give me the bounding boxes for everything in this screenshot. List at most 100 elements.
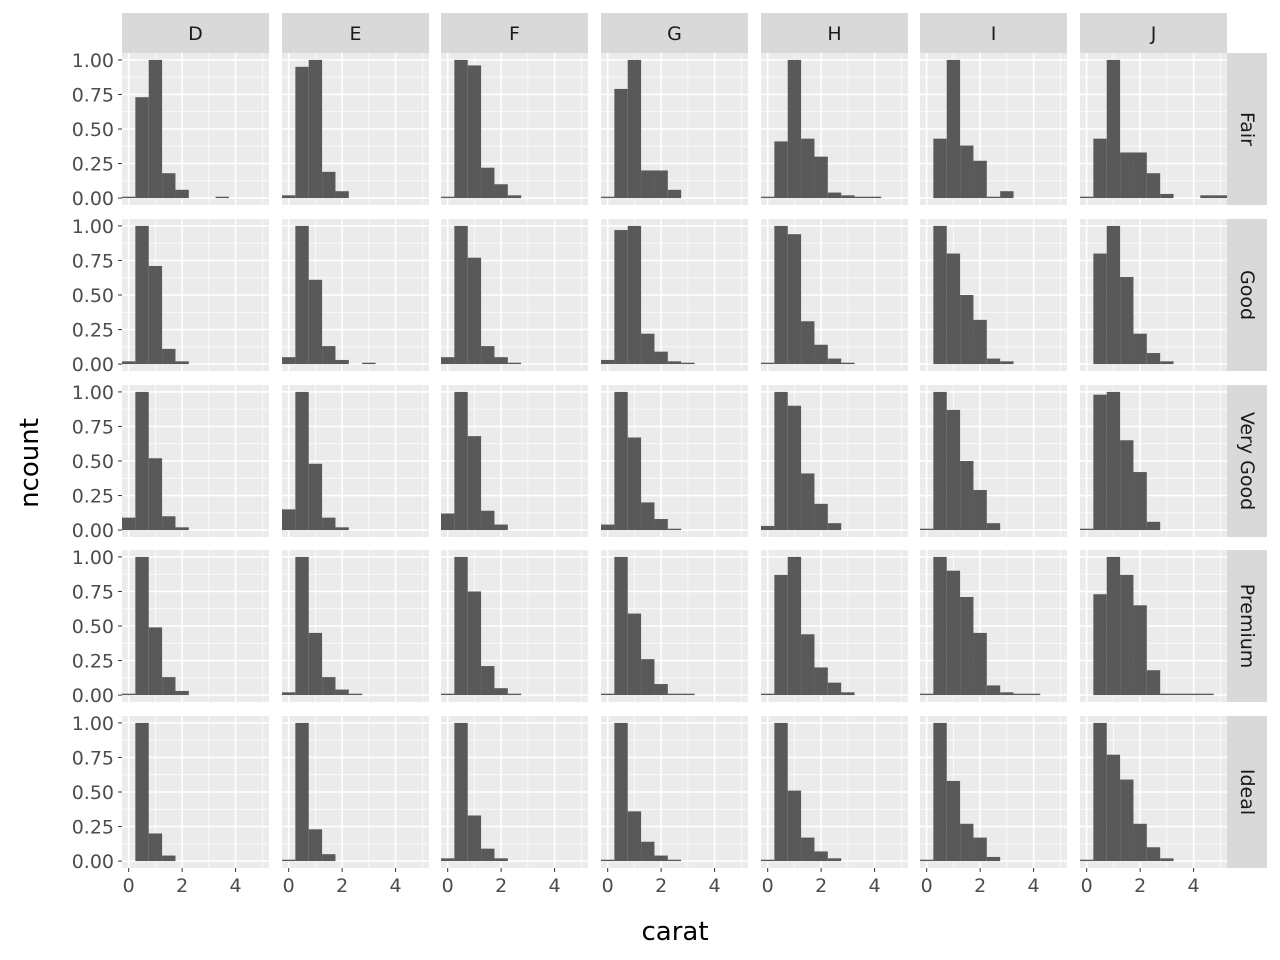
strip-background xyxy=(441,13,588,53)
histogram-bar xyxy=(454,556,468,696)
histogram-bar xyxy=(960,823,974,862)
panel-very-good-d xyxy=(122,385,269,537)
histogram-bar xyxy=(1093,594,1107,696)
histogram-bar xyxy=(1000,692,1014,696)
panel-ideal-d xyxy=(122,716,269,868)
histogram-bar xyxy=(681,362,695,365)
x-axes: 0 2 4 0 2 4 0 2 4 0 2 4 0 2 4 0 2 4 0 2 4 xyxy=(123,868,1200,897)
y-tick-label: 0.25 xyxy=(72,486,114,508)
histogram-bar xyxy=(973,837,987,862)
panel-very-good-f xyxy=(441,385,588,537)
row-strip-label: Premium xyxy=(1236,584,1258,669)
histogram-bar xyxy=(946,253,961,365)
strip-background xyxy=(1227,53,1267,205)
histogram-bar xyxy=(148,59,163,199)
panel-fair-e xyxy=(282,53,429,205)
y-tick-label: 0.00 xyxy=(72,354,114,376)
histogram-bar xyxy=(148,265,163,365)
strip-background xyxy=(1227,219,1267,371)
histogram-bar xyxy=(322,677,336,696)
strip-background xyxy=(282,13,429,53)
row-strip-very-good: Very Good xyxy=(1227,385,1267,537)
col-strip-label: J xyxy=(1150,23,1157,45)
histogram-bar xyxy=(467,591,482,696)
col-strip-label: H xyxy=(827,23,841,45)
histogram-bar xyxy=(295,66,309,199)
histogram-bar xyxy=(1120,574,1134,696)
panel-premium-h xyxy=(761,550,908,702)
histogram-bar xyxy=(1093,138,1107,199)
histogram-bar xyxy=(215,196,229,199)
histogram-bar xyxy=(986,856,1001,862)
histogram-bar xyxy=(933,138,947,199)
histogram-bar xyxy=(801,321,815,365)
x-tick-label: 0 xyxy=(283,875,295,897)
histogram-bar xyxy=(641,333,655,365)
histogram-bar xyxy=(122,693,136,696)
panel-premium-g xyxy=(601,550,748,702)
y-axis-good: 0.00 0.25 0.50 0.75 1.00 xyxy=(72,216,122,376)
x-tick-label: 4 xyxy=(230,875,242,897)
y-tick-label: 1.00 xyxy=(72,382,114,404)
histogram-bar xyxy=(148,833,163,862)
histogram-bar xyxy=(162,677,176,696)
histogram-bar xyxy=(1200,195,1214,199)
histogram-bar xyxy=(973,319,987,365)
panel-premium-d xyxy=(122,550,269,702)
col-strip-h: H xyxy=(761,13,908,53)
histogram-bar xyxy=(774,141,788,199)
histogram-bar xyxy=(641,170,655,199)
histogram-bar xyxy=(774,574,788,696)
histogram-bar xyxy=(986,196,1001,199)
panel-very-good-g xyxy=(601,385,748,537)
row-facet-strips: Fair Good Very Good Premium Ideal xyxy=(1227,53,1267,868)
col-strip-d: D xyxy=(122,13,269,53)
x-tick-label: 4 xyxy=(709,875,721,897)
x-tick-label: 2 xyxy=(176,875,188,897)
panel-good-j xyxy=(1080,219,1227,371)
panel-fair-g xyxy=(601,53,748,205)
panel-ideal-h xyxy=(761,716,908,868)
histogram-bar xyxy=(774,391,788,531)
histogram-bar xyxy=(454,225,468,365)
panel-ideal-g xyxy=(601,716,748,868)
y-tick-label: 0.75 xyxy=(72,581,114,603)
histogram-bar xyxy=(282,357,296,365)
histogram-bar xyxy=(761,362,775,365)
histogram-bar xyxy=(1080,528,1094,531)
histogram-bar xyxy=(1093,394,1107,531)
histogram-bar xyxy=(1093,722,1107,862)
histogram-bar xyxy=(322,517,336,531)
histogram-bar xyxy=(973,490,987,531)
histogram-bar xyxy=(335,359,349,365)
histogram-bar xyxy=(814,667,828,696)
histogram-bar xyxy=(308,463,323,531)
histogram-bar xyxy=(654,170,668,199)
histogram-bar xyxy=(641,502,655,531)
histogram-bar xyxy=(667,693,682,696)
histogram-bar xyxy=(1173,693,1187,696)
histogram-bar xyxy=(601,359,615,365)
histogram-bar xyxy=(1013,693,1027,696)
histogram-bar xyxy=(761,525,775,531)
x-axis-i: 0 2 4 xyxy=(921,868,1040,897)
x-tick-label: 0 xyxy=(921,875,933,897)
histogram-bar xyxy=(308,279,323,365)
histogram-bar xyxy=(308,829,323,862)
histogram-bar xyxy=(322,854,336,862)
histogram-bar xyxy=(946,409,961,531)
y-tick-label: 0.75 xyxy=(72,84,114,106)
histogram-bar xyxy=(122,361,136,365)
strip-background xyxy=(1227,550,1267,702)
histogram-bar xyxy=(973,632,987,696)
histogram-bar xyxy=(614,722,628,862)
col-strip-label: G xyxy=(667,23,682,45)
histogram-bar xyxy=(322,171,336,199)
col-strip-label: D xyxy=(188,23,203,45)
histogram-bar xyxy=(507,362,522,365)
histogram-bar xyxy=(774,225,788,365)
y-tick-label: 1.00 xyxy=(72,50,114,72)
panel-very-good-e xyxy=(282,385,429,537)
x-tick-label: 2 xyxy=(1134,875,1146,897)
histogram-bar xyxy=(122,517,136,531)
